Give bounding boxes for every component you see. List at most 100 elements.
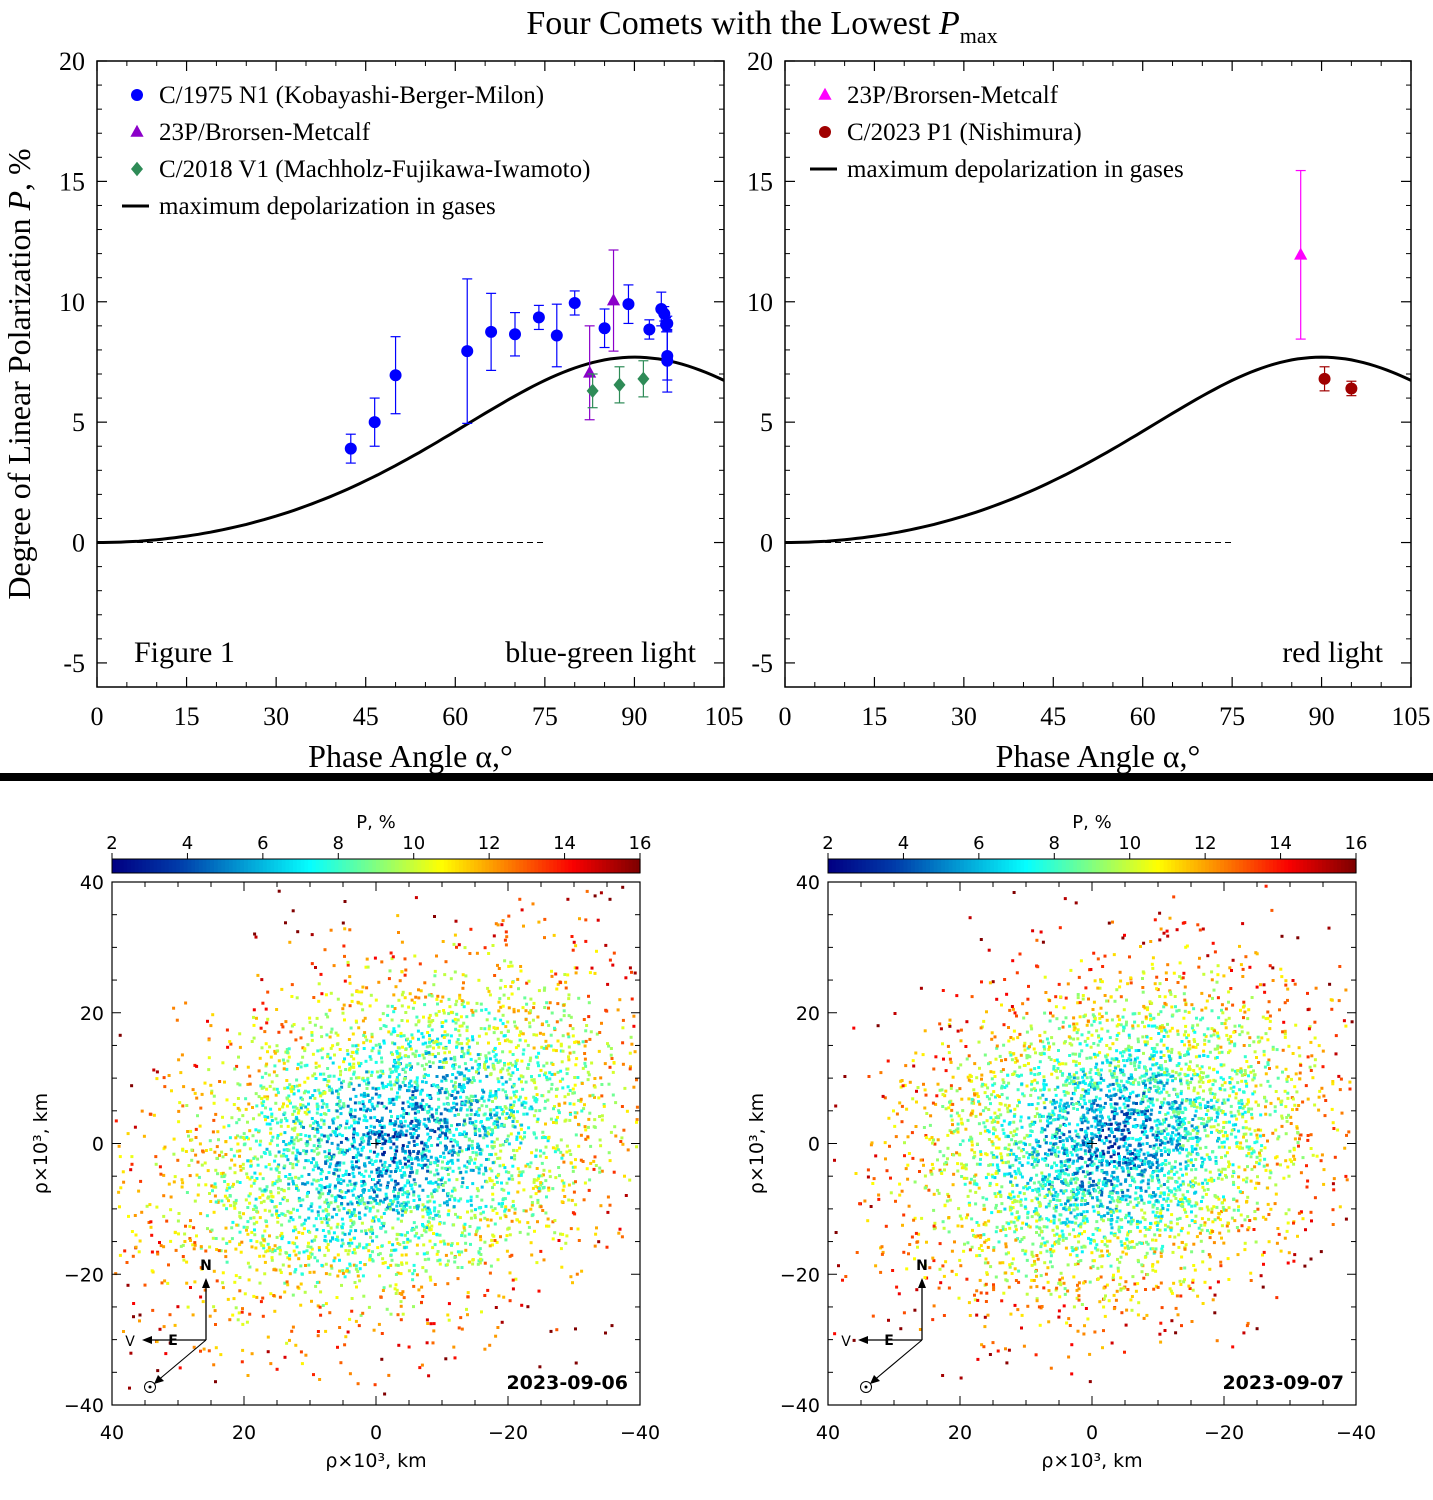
- pixel: [358, 1279, 362, 1283]
- colorbar-tick-label: 6: [257, 833, 268, 854]
- pixel: [518, 1095, 522, 1099]
- pixel: [270, 1256, 274, 1260]
- pixel: [388, 1284, 392, 1288]
- pixel: [314, 1284, 318, 1288]
- pixel: [490, 1140, 494, 1144]
- pixel: [221, 1237, 225, 1241]
- pixel: [279, 1124, 283, 1128]
- pixel: [457, 1065, 461, 1069]
- pixel: [606, 1042, 609, 1046]
- pixel: [262, 1199, 266, 1203]
- pixel: [291, 1162, 295, 1166]
- pixel: [462, 1005, 466, 1009]
- pixel: [230, 1226, 234, 1230]
- pixel: [336, 1161, 340, 1165]
- pixel: [329, 1201, 333, 1205]
- pixel: [362, 1041, 366, 1045]
- pixel: [214, 1200, 218, 1204]
- pixel: [1085, 1076, 1089, 1080]
- pixel: [524, 1017, 528, 1021]
- colorbar-segment: [225, 859, 230, 873]
- pixel: [466, 1295, 470, 1299]
- pixel: [460, 1234, 464, 1237]
- pixel: [475, 1110, 479, 1114]
- colorbar-segment: [149, 859, 155, 873]
- pixel: [384, 1208, 388, 1212]
- pixel: [296, 1111, 300, 1115]
- pixel: [554, 1176, 558, 1180]
- pixel: [522, 1100, 526, 1104]
- pixel: [465, 1148, 468, 1152]
- pixel: [252, 1117, 255, 1121]
- pixel: [273, 1309, 277, 1313]
- pixel: [276, 1143, 279, 1147]
- pixel: [341, 1011, 345, 1015]
- pixel: [447, 1318, 451, 1322]
- pixel: [354, 1264, 358, 1268]
- pixel: [589, 1161, 593, 1165]
- pixel: [512, 1103, 516, 1107]
- pixel: [521, 1032, 525, 1036]
- pixel: [390, 1248, 393, 1252]
- pixel: [303, 1049, 307, 1053]
- pixel: [317, 1213, 320, 1217]
- pixel: [351, 1164, 355, 1167]
- pixel: [404, 1208, 408, 1212]
- pixel: [609, 1053, 613, 1057]
- pixel: [391, 1070, 395, 1074]
- colorbar-segment: [315, 859, 321, 873]
- colorbar-segment: [213, 859, 219, 873]
- pixel: [408, 1081, 411, 1085]
- pixel: [341, 1271, 345, 1275]
- pixel: [393, 1179, 397, 1183]
- pixel: [466, 1210, 469, 1214]
- pixel: [521, 1087, 525, 1091]
- pixel: [361, 1274, 365, 1278]
- colorbar-segment: [259, 859, 264, 873]
- pixel: [355, 1076, 358, 1080]
- pixel: [326, 1067, 330, 1070]
- pixel: [545, 1020, 549, 1024]
- pixel: [521, 1137, 525, 1141]
- pixel: [152, 1068, 156, 1072]
- pixel: [315, 1187, 319, 1191]
- pixel: [518, 1220, 522, 1224]
- pixel: [290, 1085, 294, 1089]
- pixel: [539, 1181, 543, 1185]
- pixel: [358, 1143, 362, 1147]
- pixel: [297, 1108, 301, 1112]
- pixel: [279, 1271, 283, 1274]
- pixel: [352, 1132, 356, 1136]
- pixel: [630, 997, 634, 1001]
- pixel: [385, 1186, 389, 1190]
- pixel: [291, 1087, 295, 1091]
- pixel: [389, 1083, 393, 1087]
- pixel: [404, 1065, 408, 1069]
- pixel: [546, 1217, 550, 1221]
- pixel: [478, 1134, 482, 1138]
- pixel: [131, 1254, 135, 1258]
- pixel: [427, 1117, 431, 1121]
- pixel: [290, 1024, 294, 1028]
- colorbar-segment: [910, 859, 916, 873]
- colorbar-segment: [319, 859, 324, 873]
- pixel: [284, 921, 287, 925]
- pixel: [246, 1261, 250, 1265]
- pixel: [357, 1076, 361, 1080]
- pixel: [395, 1137, 399, 1141]
- pixel: [510, 1106, 514, 1109]
- pixel: [428, 1034, 431, 1037]
- pixel: [345, 1049, 349, 1052]
- pixel: [323, 1078, 327, 1081]
- pixel: [334, 1164, 338, 1168]
- pixel: [514, 1277, 518, 1281]
- pixel: [267, 1073, 271, 1077]
- pixel: [487, 1041, 490, 1045]
- pixel: [414, 1124, 418, 1128]
- pixel: [256, 1157, 260, 1161]
- pixel: [280, 1023, 284, 1026]
- pixel: [313, 1256, 317, 1260]
- pixel: [350, 1202, 354, 1206]
- pixel: [464, 1132, 468, 1136]
- pixel: [408, 1239, 412, 1243]
